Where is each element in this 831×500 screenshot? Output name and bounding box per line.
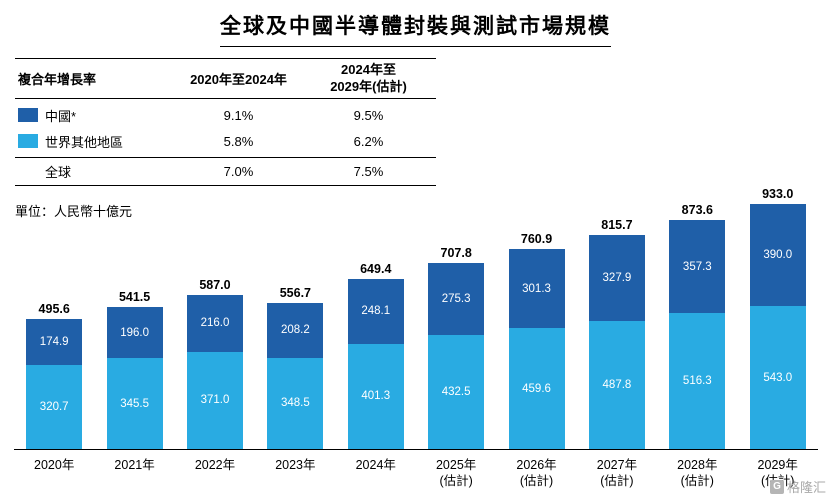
bar-segment-rest-of-world: 432.5 xyxy=(428,335,485,449)
rest-of-world-cagr-2024-2029: 6.2% xyxy=(353,133,384,149)
table-row-china: 中國* 9.1% 9.5% xyxy=(15,102,436,128)
bar-total-label: 760.9 xyxy=(520,232,553,247)
bars-row: 495.6 174.9 320.7 541.5 196.0 345.5 587.0 216.0… xyxy=(14,184,818,450)
chart-title-wrap: 全球及中國半導體封裝與測試市場規模 xyxy=(0,10,831,47)
bar-segment-rest-of-world: 320.7 xyxy=(26,364,83,449)
bar-segment-china: 301.3 xyxy=(508,249,565,329)
bar-column: 541.5 196.0 345.5 xyxy=(106,290,164,449)
stacked-bar-chart: 495.6 174.9 320.7 541.5 196.0 345.5 587.0 216.0… xyxy=(14,184,818,490)
x-axis-label: 2023年 xyxy=(275,458,316,472)
bar-total-label: 815.7 xyxy=(601,217,633,232)
bar-segment-china: 275.3 xyxy=(428,263,485,336)
x-axis-label: 2022年 xyxy=(194,458,236,472)
bar-stack: 275.3 432.5 xyxy=(428,263,485,449)
bar-segment-rest-of-world: 543.0 xyxy=(749,306,806,449)
bar-segment-china: 216.0 xyxy=(186,294,243,352)
bar-segment-china: 357.3 xyxy=(669,219,726,314)
bar-stack: 248.1 401.3 xyxy=(347,278,404,449)
cagr-header-label: 複合年增長率 xyxy=(18,72,97,87)
cagr-legend-rows: 中國* 9.1% 9.5% 世界其他地區 5.8% 6.2% xyxy=(15,99,436,158)
bar-stack: 327.9 487.8 xyxy=(588,234,645,449)
bar-column: 873.6 357.3 516.3 xyxy=(668,203,726,449)
x-axis-label: 2025年 (估計) xyxy=(435,458,477,489)
bar-total-label: 707.8 xyxy=(440,246,472,261)
global-label: 全球 xyxy=(45,165,72,180)
bar-column: 556.7 208.2 348.5 xyxy=(266,286,324,449)
x-axis-label: 2024年 xyxy=(355,458,396,472)
gelonghui-watermark: G 格隆汇 xyxy=(769,477,826,496)
bar-stack: 216.0 371.0 xyxy=(186,294,243,449)
bar-column: 495.6 174.9 320.7 xyxy=(25,302,83,449)
cagr-header-2020-2024: 2020年至2024年 xyxy=(190,72,287,87)
china-cagr-2020-2024: 9.1% xyxy=(223,107,254,123)
bar-segment-rest-of-world: 345.5 xyxy=(106,358,163,449)
bar-stack: 301.3 459.6 xyxy=(508,249,565,449)
global-cagr-2024-2029: 7.5% xyxy=(353,164,384,179)
rest-of-world-label: 世界其他地區 xyxy=(45,134,124,150)
gelonghui-logo-icon: G xyxy=(769,479,784,494)
gelonghui-watermark-text: 格隆汇 xyxy=(786,480,826,495)
bar-segment-rest-of-world: 348.5 xyxy=(267,357,324,449)
rest-of-world-legend-swatch xyxy=(18,134,38,148)
x-axis-label: 2028年 (估計) xyxy=(677,458,718,489)
bar-total-label: 873.6 xyxy=(681,202,713,217)
bar-total-label: 587.0 xyxy=(199,277,231,292)
bar-segment-china: 327.9 xyxy=(588,234,645,321)
bar-total-label: 495.6 xyxy=(38,301,70,316)
x-axis-label: 2027年 (估計) xyxy=(596,458,638,489)
rest-of-world-cagr-2020-2024: 5.8% xyxy=(223,133,254,149)
bar-segment-china: 174.9 xyxy=(26,318,83,365)
bar-stack: 390.0 543.0 xyxy=(749,204,806,449)
china-label: 中國* xyxy=(45,108,77,124)
bar-total-label: 649.4 xyxy=(360,261,392,276)
x-axis-label: 2020年 xyxy=(34,458,75,472)
bar-stack: 174.9 320.7 xyxy=(26,318,83,449)
table-row-global: 全球 7.0% 7.5% xyxy=(15,158,436,186)
cagr-table-header: 複合年增長率 2020年至2024年 2024年至 2029年(估計) xyxy=(15,59,436,99)
cagr-table: 複合年增長率 2020年至2024年 2024年至 2029年(估計) 中國* … xyxy=(15,58,436,186)
bar-column: 815.7 327.9 487.8 xyxy=(588,218,646,449)
x-labels-row: 2020年 2021年 2022年 2023年 2024年 2025年 (估計) 2026年(… xyxy=(14,457,818,490)
chart-title: 全球及中國半導體封裝與測試市場規模 xyxy=(220,10,611,47)
bar-column: 760.9 301.3 459.6 xyxy=(508,232,566,449)
bar-segment-china: 196.0 xyxy=(106,306,163,359)
china-legend-swatch xyxy=(18,108,38,122)
bar-total-label: 541.5 xyxy=(118,289,151,304)
bar-total-label: 556.7 xyxy=(279,285,311,300)
bar-stack: 357.3 516.3 xyxy=(669,219,726,449)
table-row-rest-of-world: 世界其他地區 5.8% 6.2% xyxy=(15,128,436,154)
bar-stack: 208.2 348.5 xyxy=(267,302,324,449)
bar-column: 587.0 216.0 371.0 xyxy=(186,278,244,449)
unit-label: 單位：人民幣十億元 xyxy=(15,204,133,219)
bar-column: 649.4 248.1 401.3 xyxy=(347,262,405,449)
bar-segment-rest-of-world: 371.0 xyxy=(186,351,243,449)
bar-segment-rest-of-world: 459.6 xyxy=(508,328,565,449)
bar-column: 933.0 390.0 543.0 xyxy=(749,187,807,449)
bar-stack: 196.0 345.5 xyxy=(106,306,163,449)
x-axis-label: 2026年 (估計) xyxy=(516,458,557,489)
china-cagr-2024-2029: 9.5% xyxy=(353,107,384,123)
bar-segment-china: 208.2 xyxy=(267,302,324,358)
global-cagr-2020-2024: 7.0% xyxy=(223,164,254,179)
bar-segment-rest-of-world: 401.3 xyxy=(347,343,404,449)
bar-segment-china: 248.1 xyxy=(347,278,404,344)
cagr-header-2024-2029: 2024年至 2029年(估計) xyxy=(330,62,407,94)
bar-segment-rest-of-world: 516.3 xyxy=(669,313,726,449)
bar-segment-rest-of-world: 487.8 xyxy=(588,320,645,449)
x-axis-label: 2021年 xyxy=(114,458,155,472)
bar-column: 707.8 275.3 432.5 xyxy=(427,246,485,449)
bar-segment-china: 390.0 xyxy=(749,204,806,307)
bar-total-label: 933.0 xyxy=(762,187,794,202)
